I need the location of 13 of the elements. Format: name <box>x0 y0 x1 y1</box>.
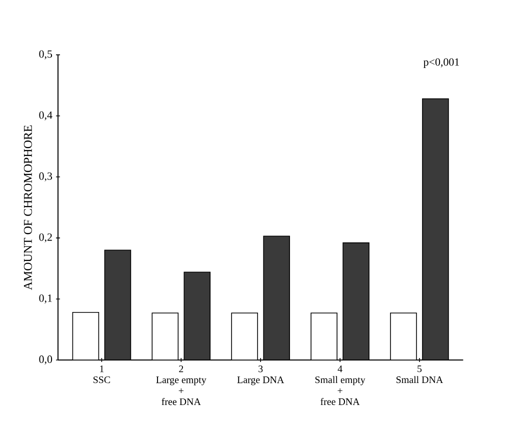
y-tick-label: 0,2 <box>39 233 52 242</box>
annotation: p<0,001 <box>424 58 459 68</box>
y-tick-label: 0,4 <box>39 111 52 120</box>
x-tick-label: 5 Small DNA <box>396 366 444 384</box>
x-tick-label: 4 Small empty + free DNA <box>315 366 366 406</box>
y-tick-label: 0,1 <box>39 294 52 304</box>
x-tick-label: 1 SSC <box>94 366 110 384</box>
y-axis-title: AMOUNT OF CHROMOPHORE <box>24 125 32 290</box>
x-tick-label: 2 Large empty + free DNA <box>156 366 206 406</box>
y-tick-label: 0,3 <box>39 172 52 182</box>
y-tick-label: 0,0 <box>39 356 52 364</box>
x-tick-label: 3 Large DNA <box>237 366 284 386</box>
y-tick-label: 0,5 <box>39 50 52 60</box>
